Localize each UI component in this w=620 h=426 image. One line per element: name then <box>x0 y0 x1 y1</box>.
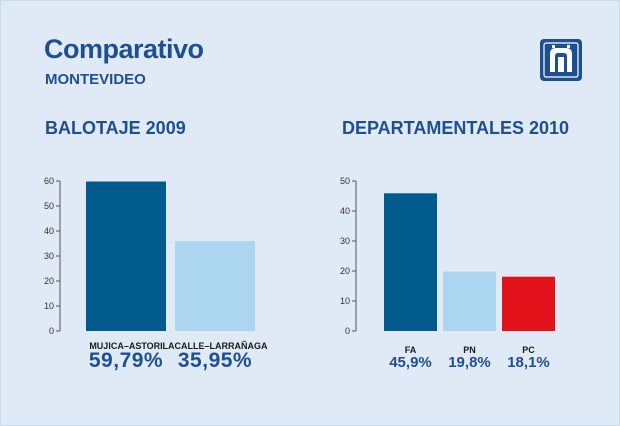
bar-balotaje-1 <box>86 181 166 331</box>
page-title: Comparativo <box>44 34 204 64</box>
category-label: LACALLE–LARRAÑAGA <box>162 341 268 351</box>
y-tick-label: 50 <box>44 201 54 211</box>
y-tick-label: 40 <box>44 226 54 236</box>
bar-balotaje-2 <box>175 241 255 331</box>
value-label: 59,79% <box>88 349 164 372</box>
y-tick-label: 10 <box>44 301 54 311</box>
page-subtitle: MONTEVIDEO <box>45 71 146 88</box>
value-label: 18,1% <box>507 354 550 371</box>
category-label: PN <box>463 345 476 355</box>
y-tick-label: 30 <box>44 251 54 261</box>
value-label: 45,9% <box>389 354 432 371</box>
category-label: PC <box>522 345 535 355</box>
category-label: FA <box>404 345 417 355</box>
chart-title-balotaje: BALOTAJE 2009 <box>45 118 186 138</box>
montevideo-logo-icon <box>540 39 582 81</box>
value-label: 19,8% <box>448 354 491 371</box>
chart-balotaje-2009: 0 10 20 30 40 50 60 <box>44 176 255 336</box>
value-label: 35,95% <box>177 349 253 372</box>
y-tick-label: 0 <box>49 326 54 336</box>
y-tick-label: 60 <box>44 176 54 186</box>
category-label: MUJICA–ASTORI <box>89 341 163 351</box>
chart-title-departamentales: DEPARTAMENTALES 2010 <box>342 118 570 138</box>
y-tick-label: 20 <box>44 276 54 286</box>
